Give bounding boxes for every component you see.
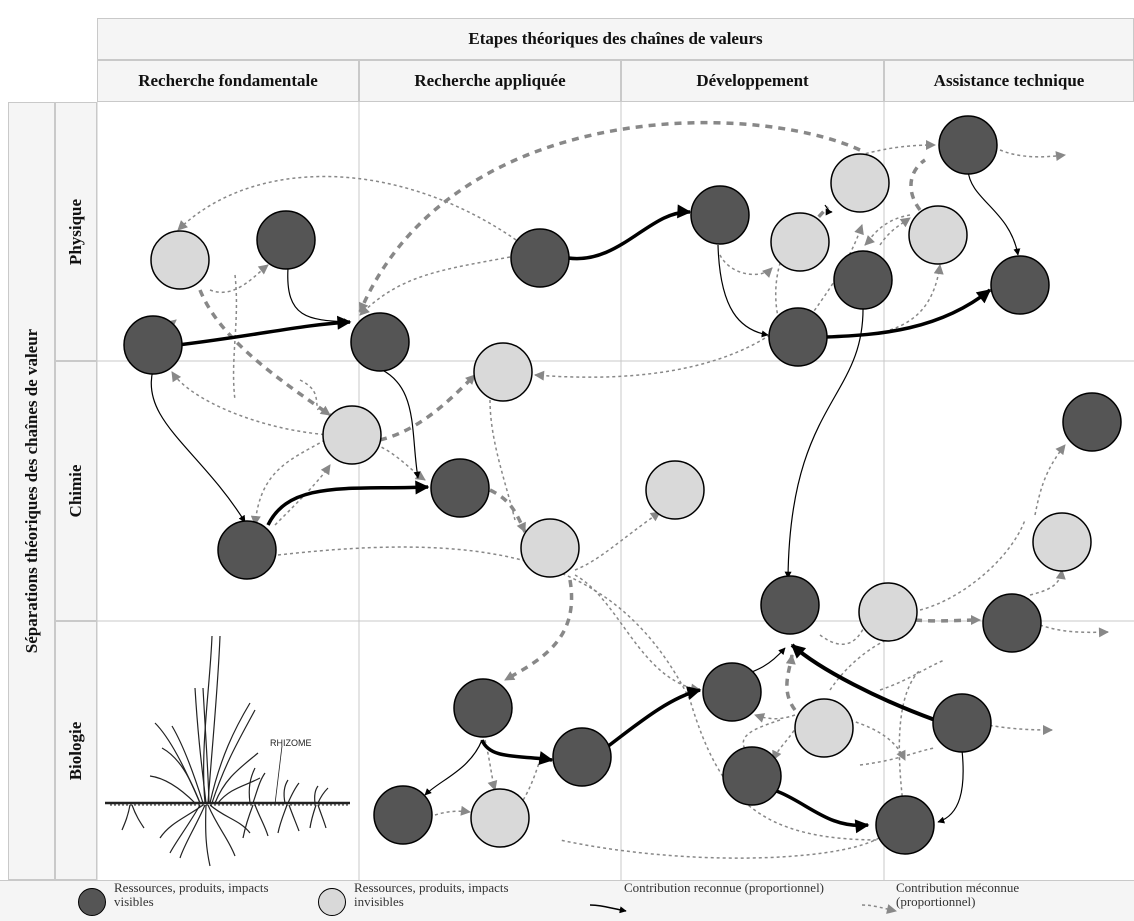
legend-visible: Ressources, produits, impacts visibles [78,881,289,916]
header-title-text: Etapes théoriques des chaînes de valeurs [468,29,763,48]
node-visible [722,746,782,806]
legend-invisible: Ressources, produits, impacts invisibles [318,881,529,916]
column-header-recherche-fondamentale: Recherche fondamentale [97,60,359,102]
node-visible [768,307,828,367]
visible-node-swatch [78,888,106,916]
row-label-biologie: Biologie [55,621,97,880]
node-visible [932,693,992,753]
node-visible [256,210,316,270]
node-visible [552,727,612,787]
node-invisible [645,460,705,520]
column-label: Développement [696,71,809,90]
column-header-developpement: Développement [621,60,884,102]
visible-nodes [123,115,1122,855]
legend-recognized-text: Contribution reconnue (proportionnel) [624,880,825,895]
recognized-arrow-swatch [589,904,627,914]
column-label: Recherche fondamentale [138,71,318,90]
unrecognized-arrow-swatch [861,904,897,914]
node-visible [350,312,410,372]
node-visible [702,662,762,722]
node-visible [690,185,750,245]
node-visible [123,315,183,375]
node-visible [833,250,893,310]
value-chain-diagram [96,102,1134,880]
column-header-recherche-appliquee: Recherche appliquée [359,60,621,102]
node-visible [1062,392,1122,452]
legend-unrecognized: Contribution méconnue (proportionnel) [858,881,1096,921]
node-visible [938,115,998,175]
legend-recognized: Contribution reconnue (proportionnel) [586,881,824,921]
node-visible [510,228,570,288]
grid-lines [96,102,1134,880]
node-invisible [470,788,530,848]
legend-unrecognized-text: Contribution méconnue (proportionnel) [896,880,1020,909]
node-invisible [1032,512,1092,572]
node-invisible [908,205,968,265]
rhizome-illustration: RHIZOME [100,628,355,873]
header-title: Etapes théoriques des chaînes de valeurs [97,18,1134,60]
node-invisible [322,405,382,465]
legend-visible-text: Ressources, produits, impacts visibles [114,880,269,909]
column-label: Assistance technique [933,71,1085,90]
node-visible [453,678,513,738]
node-visible [430,458,490,518]
node-invisible [830,153,890,213]
invisible-node-swatch [318,888,346,916]
column-label: Recherche appliquée [414,71,566,90]
node-invisible [520,518,580,578]
node-visible [982,593,1042,653]
invisible-nodes [150,153,1092,848]
side-label: Séparations théoriques des chaînes de va… [8,102,55,880]
node-invisible [794,698,854,758]
node-visible [217,520,277,580]
node-visible [373,785,433,845]
node-visible [990,255,1050,315]
legend: Ressources, produits, impacts visibles R… [0,880,1134,921]
column-header-assistance-technique: Assistance technique [884,60,1134,102]
legend-invisible-text: Ressources, produits, impacts invisibles [354,880,509,909]
node-invisible [150,230,210,290]
node-invisible [858,582,918,642]
node-invisible [473,342,533,402]
node-visible [875,795,935,855]
node-invisible [770,212,830,272]
node-visible [760,575,820,635]
rhizome-label: RHIZOME [270,738,312,748]
rhizome-plant-image: RHIZOME [105,635,350,867]
